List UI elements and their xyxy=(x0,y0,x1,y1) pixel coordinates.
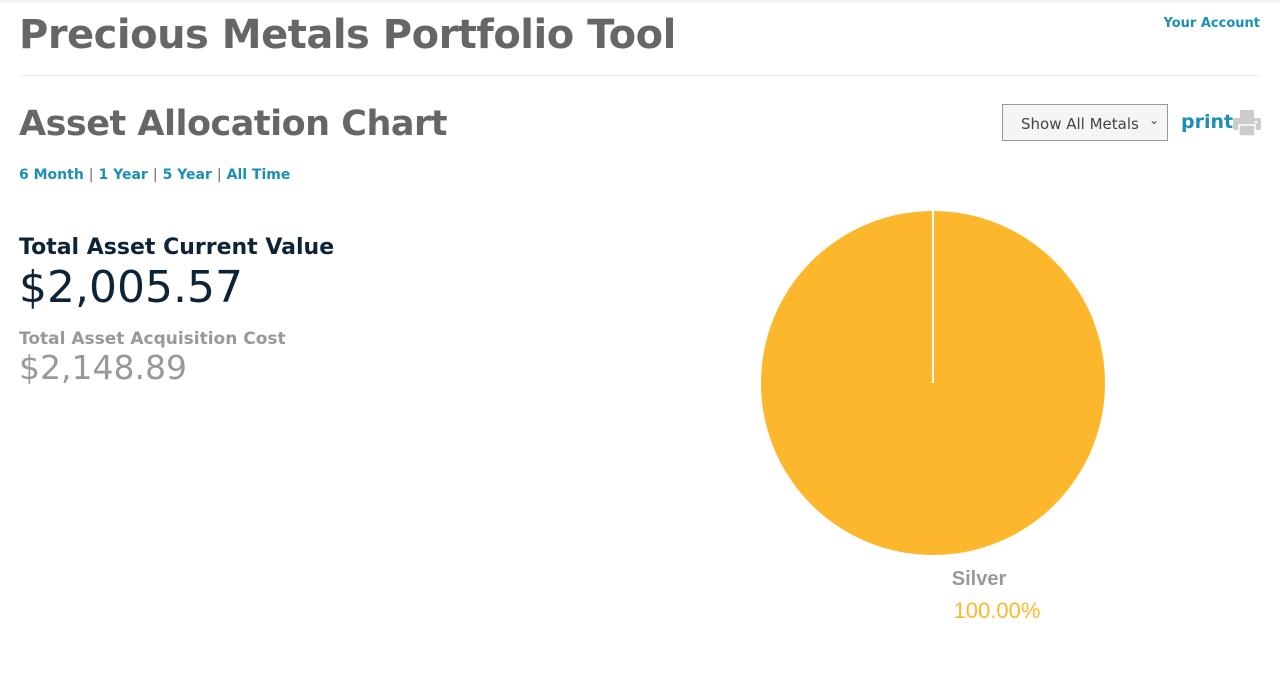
acquisition-cost-value: $2,148.89 xyxy=(19,348,187,387)
current-value-label: Total Asset Current Value xyxy=(19,235,335,260)
print-link[interactable]: print xyxy=(1181,111,1234,133)
top-border xyxy=(0,0,1280,3)
time-range-links: 6 Month | 1 Year | 5 Year | All Time xyxy=(19,167,290,183)
range-6-month[interactable]: 6 Month xyxy=(19,167,84,183)
slice-percent-label: 100.00% xyxy=(954,598,1041,623)
page-title: Asset Allocation Chart xyxy=(19,104,448,144)
range-all-time[interactable]: All Time xyxy=(226,167,291,183)
separator: | xyxy=(152,167,158,183)
acquisition-cost-label: Total Asset Acquisition Cost xyxy=(19,329,286,349)
app-title: Precious Metals Portfolio Tool xyxy=(19,12,676,58)
range-1-year[interactable]: 1 Year xyxy=(98,167,148,183)
divider xyxy=(19,75,1261,76)
slice-label: Silver xyxy=(952,568,1007,590)
your-account-link[interactable]: Your Account xyxy=(1163,16,1260,31)
current-value: $2,005.57 xyxy=(19,262,243,313)
separator: | xyxy=(88,167,94,183)
range-5-year[interactable]: 5 Year xyxy=(162,167,212,183)
separator: | xyxy=(216,167,222,183)
printer-icon[interactable] xyxy=(1233,110,1261,136)
metal-filter-value: Show All Metals xyxy=(1021,115,1139,133)
metal-filter-select[interactable]: Show All Metals ⌄ xyxy=(1002,104,1168,141)
chevron-down-icon: ⌄ xyxy=(1148,113,1159,127)
